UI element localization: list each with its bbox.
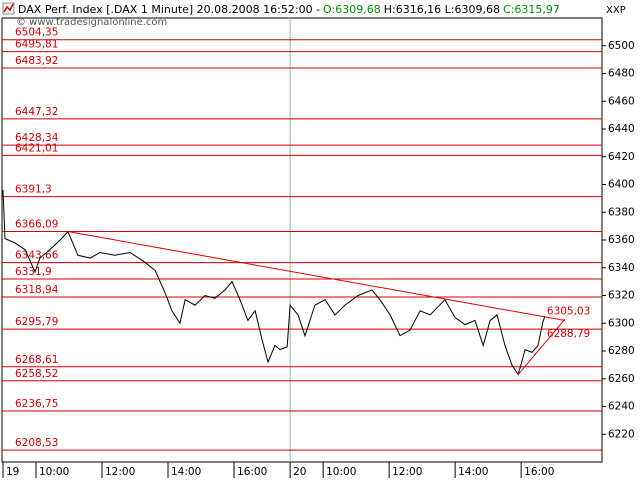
annotation: 6288,79 bbox=[547, 328, 590, 340]
chart-title: DAX Perf. Index [.DAX 1 Minute] 20.08.20… bbox=[18, 3, 320, 16]
price-line bbox=[2, 190, 546, 376]
level-label: 6391,3 bbox=[15, 184, 52, 196]
level-label: 6331,9 bbox=[15, 266, 52, 278]
x-tick-label: 20 bbox=[293, 466, 306, 478]
corner-label: XXP bbox=[606, 5, 626, 16]
level-label: 6495,81 bbox=[15, 39, 58, 51]
y-tick-label: 6220 bbox=[608, 428, 635, 440]
y-tick-label: 6400 bbox=[608, 179, 635, 191]
y-tick-label: 6500 bbox=[608, 40, 635, 52]
x-tick-label: 16:00 bbox=[237, 466, 267, 478]
level-label: 6208,53 bbox=[15, 437, 58, 449]
x-tick-label: 19 bbox=[6, 466, 19, 478]
y-tick-label: 6440 bbox=[608, 123, 635, 135]
y-tick-label: 6280 bbox=[608, 345, 635, 357]
y-tick-label: 6240 bbox=[608, 401, 635, 413]
x-tick-label: 12:00 bbox=[392, 466, 422, 478]
level-label: 6504,35 bbox=[15, 27, 58, 39]
y-tick-label: 6360 bbox=[608, 234, 635, 246]
y-tick-label: 6340 bbox=[608, 262, 635, 274]
x-tick-label: 14:00 bbox=[458, 466, 488, 478]
y-tick-label: 6460 bbox=[608, 95, 635, 107]
level-label: 6295,79 bbox=[15, 316, 58, 328]
level-label: 6421,01 bbox=[15, 142, 58, 154]
level-label: 6318,94 bbox=[15, 284, 59, 296]
level-label: 6483,92 bbox=[15, 55, 58, 67]
x-tick-label: 16:00 bbox=[524, 466, 554, 478]
level-label: 6343,66 bbox=[15, 250, 59, 262]
watermark: © www.tradesignalonline.com bbox=[16, 17, 167, 28]
open-value: O:6309,68 bbox=[323, 3, 381, 16]
chart-icon bbox=[2, 2, 15, 15]
y-tick-label: 6420 bbox=[608, 151, 635, 163]
x-tick-label: 10:00 bbox=[326, 466, 356, 478]
level-label: 6236,75 bbox=[15, 398, 58, 410]
high-low-values: H:6316,16 L:6309,68 bbox=[384, 3, 500, 16]
x-tick-label: 12:00 bbox=[105, 466, 135, 478]
level-label: 6258,52 bbox=[15, 368, 58, 380]
annotation: 6305,03 bbox=[547, 305, 590, 317]
close-value: C:6315,97 bbox=[503, 3, 560, 16]
y-tick-label: 6480 bbox=[608, 68, 635, 80]
x-tick-label: 10:00 bbox=[39, 466, 69, 478]
trend-line bbox=[67, 231, 566, 321]
level-label: 6428,34 bbox=[15, 132, 59, 144]
trend-line bbox=[517, 318, 566, 375]
y-tick-label: 6260 bbox=[608, 373, 635, 385]
y-tick-label: 6380 bbox=[608, 206, 635, 218]
level-label: 6447,32 bbox=[15, 106, 58, 118]
level-label: 6268,61 bbox=[15, 354, 58, 366]
y-tick-label: 6300 bbox=[608, 317, 635, 329]
y-tick-label: 6320 bbox=[608, 290, 635, 302]
level-label: 6366,09 bbox=[15, 219, 58, 231]
x-tick-label: 14:00 bbox=[171, 466, 201, 478]
